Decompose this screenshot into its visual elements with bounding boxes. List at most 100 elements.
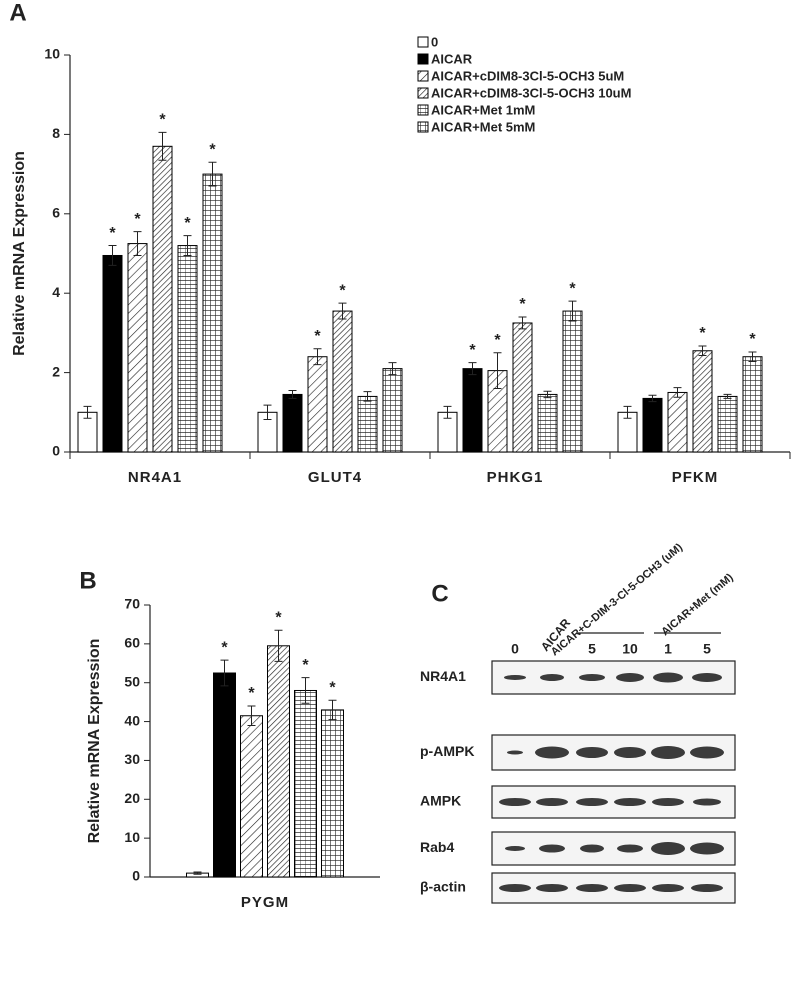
band [536, 798, 568, 806]
error-bar [133, 231, 142, 256]
error-bar [338, 302, 347, 320]
y-tick-label: 20 [124, 790, 140, 806]
panel-label: B [79, 567, 96, 594]
legend-label: 0 [431, 34, 438, 49]
panel-label: A [9, 0, 26, 26]
legend-swatch [417, 121, 429, 133]
y-tick-label: 0 [52, 443, 60, 459]
band [617, 844, 643, 853]
y-tick-label: 50 [124, 673, 140, 689]
y-tick-label: 4 [52, 284, 60, 300]
band [614, 798, 646, 806]
dose-label: 10 [622, 641, 638, 657]
significance-marker: * [329, 679, 336, 696]
legend-swatch [417, 87, 429, 99]
bar [202, 173, 223, 453]
y-tick-label: 0 [132, 868, 140, 884]
band [690, 746, 724, 759]
band [652, 884, 684, 892]
band [539, 844, 565, 853]
significance-marker: * [134, 211, 141, 228]
band [576, 884, 608, 892]
error-bar [363, 391, 372, 402]
row-label: NR4A1 [420, 668, 466, 684]
bar [127, 243, 148, 453]
significance-marker: * [184, 215, 191, 232]
band [690, 842, 724, 855]
band [616, 673, 644, 682]
legend-swatch [417, 53, 429, 65]
row-label: AMPK [420, 793, 461, 809]
y-axis-label: Relative mRNA Expression [11, 151, 28, 356]
bar [307, 356, 328, 453]
y-tick-label: 30 [124, 751, 140, 767]
row-label: p-AMPK [420, 743, 474, 759]
band [535, 746, 569, 759]
band [579, 674, 605, 681]
significance-marker: * [519, 296, 526, 313]
bar [357, 395, 378, 453]
y-axis-label: Relative mRNA Expression [86, 639, 103, 844]
error-bar [183, 235, 192, 256]
y-tick-label: 10 [124, 829, 140, 845]
bar [332, 310, 353, 453]
error-bar [543, 390, 552, 399]
band [580, 844, 604, 853]
bar [382, 368, 403, 453]
row-label: β-actin [420, 879, 466, 895]
error-bar [263, 404, 272, 420]
band [576, 747, 608, 758]
significance-marker: * [569, 280, 576, 297]
band [499, 884, 531, 892]
bar [667, 391, 688, 453]
error-bar [328, 699, 337, 721]
error-bar [568, 300, 577, 322]
band [653, 672, 683, 683]
band [507, 750, 523, 755]
bar [642, 397, 663, 453]
x-tick-label: GLUT4 [308, 469, 362, 486]
dose-label: 5 [703, 641, 711, 657]
bar [152, 145, 173, 453]
error-bar [83, 405, 92, 419]
y-tick-label: 8 [52, 125, 60, 141]
band [691, 884, 723, 892]
x-tick-label: PYGM [241, 894, 289, 911]
band [652, 798, 684, 806]
y-tick-label: 6 [52, 205, 60, 221]
y-tick-label: 60 [124, 635, 140, 651]
significance-marker: * [494, 332, 501, 349]
error-bar [468, 362, 477, 376]
bar [321, 709, 344, 878]
significance-marker: * [314, 328, 321, 345]
y-tick-label: 10 [44, 46, 60, 62]
y-tick-label: 2 [52, 363, 60, 379]
lane-label: 0 [511, 641, 519, 657]
significance-marker: * [109, 225, 116, 242]
legend-label: AICAR+Met 5mM [431, 119, 535, 134]
y-tick-label: 40 [124, 712, 140, 728]
bar [512, 322, 533, 453]
x-tick-label: NR4A1 [128, 469, 182, 486]
bar [213, 672, 236, 878]
dose-label: 5 [588, 641, 596, 657]
legend-swatch [417, 36, 429, 48]
significance-marker: * [221, 639, 228, 656]
legend-label: AICAR+Met 1mM [431, 102, 535, 117]
error-bar [748, 351, 757, 362]
bar [267, 645, 290, 878]
row-label: Rab4 [420, 839, 454, 855]
significance-marker: * [469, 342, 476, 359]
legend-swatch [417, 104, 429, 116]
significance-marker: * [275, 609, 282, 626]
bar [717, 395, 738, 453]
bar [537, 393, 558, 453]
legend-swatch [417, 70, 429, 82]
band [576, 798, 608, 806]
band [651, 746, 685, 759]
error-bar [108, 245, 117, 266]
legend-label: AICAR+cDIM8-3Cl-5-OCH3 10uM [431, 85, 631, 100]
bar [102, 254, 123, 453]
error-bar [247, 705, 256, 726]
band [614, 884, 646, 892]
